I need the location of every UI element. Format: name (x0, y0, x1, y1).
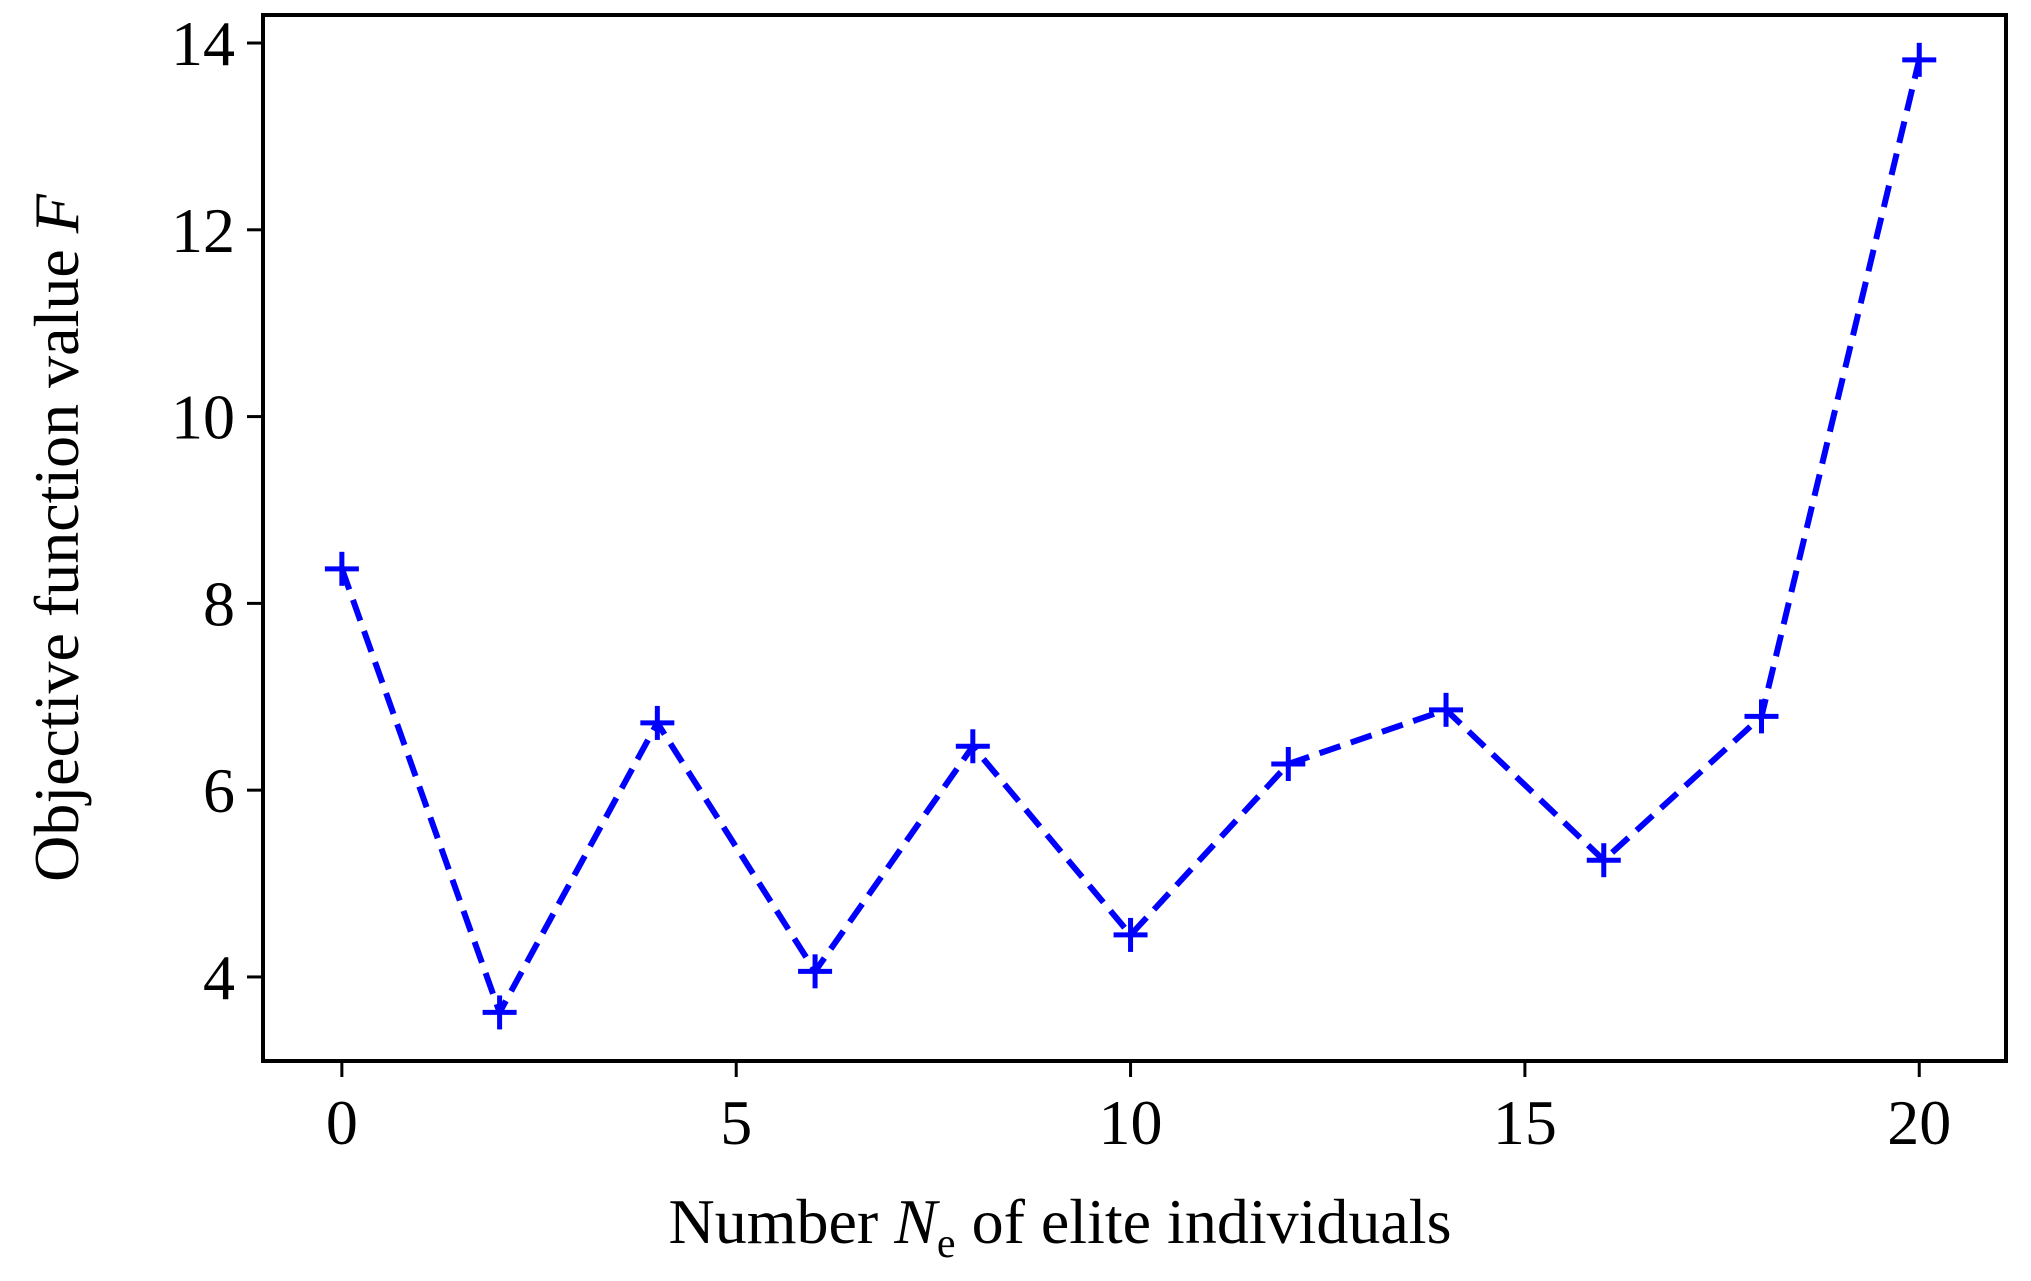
y-tick-label: 6 (203, 755, 235, 826)
y-tick-label: 10 (171, 382, 235, 453)
data-point (1113, 917, 1148, 952)
y-axis-title: Objective function value F (21, 193, 92, 882)
plot-frame (261, 13, 2008, 1063)
data-point (955, 729, 990, 764)
data-point (482, 995, 517, 1030)
y-ticks: 4 6 8 10 12 14 (171, 8, 263, 1013)
data-point (1429, 692, 1464, 727)
x-tick-label: 10 (1099, 1087, 1163, 1158)
x-tick-label: 15 (1493, 1087, 1557, 1158)
x-axis-title-prefix: Number (669, 1186, 895, 1257)
y-tick-label: 14 (171, 8, 235, 79)
y-tick-label: 8 (203, 568, 235, 639)
x-axis-title-symbol: N (893, 1186, 940, 1257)
data-point (1902, 42, 1937, 77)
x-tick-label: 0 (326, 1087, 358, 1158)
x-ticks: 0 5 10 15 20 (326, 1061, 1951, 1158)
x-axis-title-subscript: e (937, 1221, 956, 1267)
y-tick-label: 4 (203, 942, 235, 1013)
y-axis-title-symbol: F (21, 193, 92, 234)
x-axis-title: Number Ne of elite individuals (669, 1186, 1452, 1267)
x-tick-label: 5 (720, 1087, 752, 1158)
y-axis-title-prefix: Objective function value (21, 233, 92, 882)
series-line (339, 59, 1923, 1016)
data-point (324, 551, 359, 586)
x-tick-label: 20 (1887, 1087, 1951, 1158)
data-point (1586, 843, 1621, 878)
data-point (798, 954, 833, 989)
series-layer (324, 42, 1937, 1030)
x-axis-title-suffix: of elite individuals (956, 1186, 1452, 1257)
data-point (1271, 747, 1306, 782)
y-tick-label: 12 (171, 195, 235, 266)
data-point (640, 705, 675, 740)
data-point (1744, 699, 1779, 734)
